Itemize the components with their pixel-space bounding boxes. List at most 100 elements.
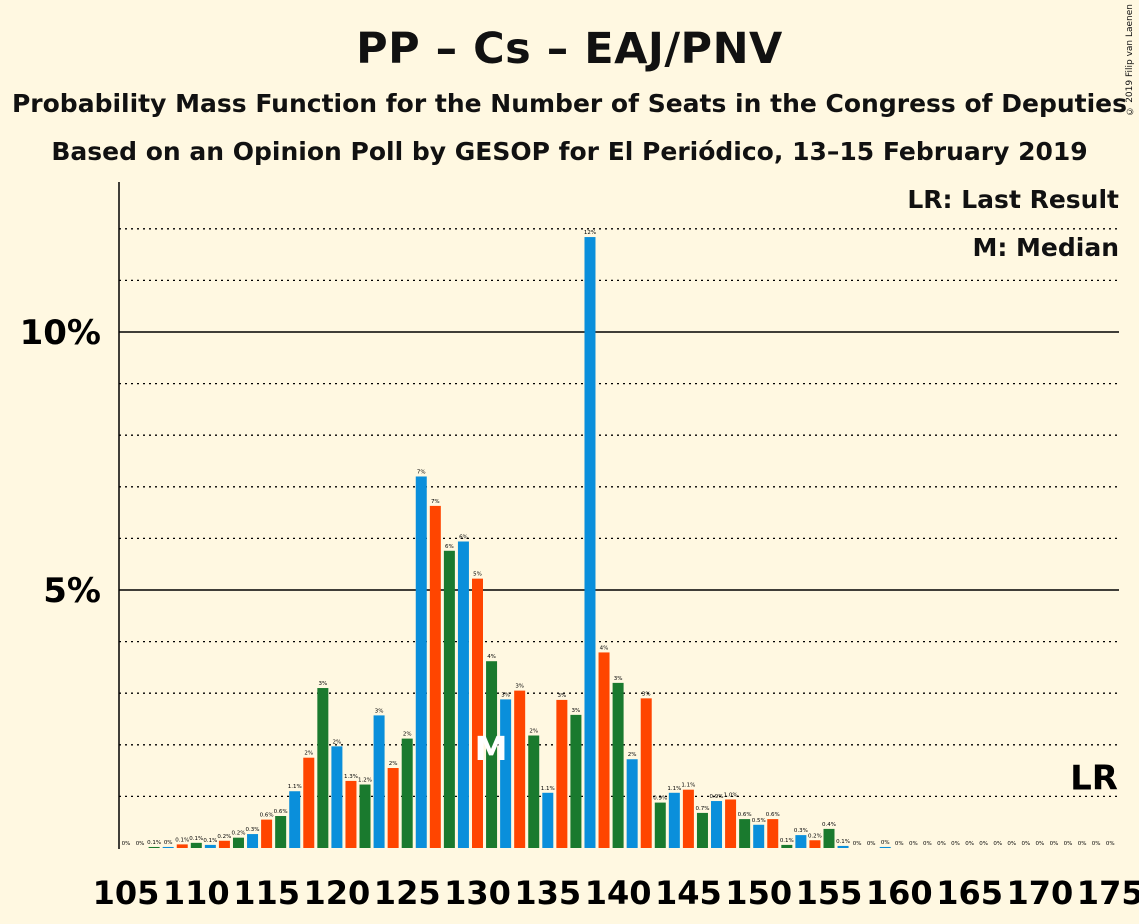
bar-value-label: 0.7%: [695, 806, 709, 812]
bar-135: [542, 792, 554, 848]
bar-125: [401, 738, 413, 848]
bar-value-label: 0.4%: [822, 822, 836, 828]
bar-value-label: 0%: [1106, 841, 1115, 847]
bar-value-label: 3%: [642, 691, 651, 697]
bar-value-label: 0.1%: [836, 839, 850, 845]
bar-142: [640, 698, 652, 848]
bar-value-label: 2%: [628, 752, 637, 758]
bar-value-label: 0.2%: [231, 831, 245, 837]
bar-value-label: 4%: [600, 645, 609, 651]
bar-value-label: 12%: [584, 230, 596, 236]
bar-value-label: 2%: [389, 761, 398, 767]
bar-value-label: 0.1%: [203, 838, 217, 844]
bar-value-label: 0%: [1092, 841, 1101, 847]
bar-126: [415, 476, 427, 848]
bar-132: [500, 699, 512, 848]
bar-112: [218, 840, 230, 848]
bar-value-label: 0.1%: [147, 840, 161, 846]
x-tick-label: 120: [304, 874, 371, 912]
bar-value-label: 3%: [572, 708, 581, 714]
bar-value-label: 0%: [965, 841, 974, 847]
bar-value-label: 0%: [1021, 841, 1030, 847]
y-tick-label: 5%: [43, 571, 101, 611]
bar-155: [823, 828, 835, 848]
bar-152: [781, 844, 793, 848]
bar-value-label: 1.1%: [288, 784, 302, 790]
bar-153: [795, 835, 807, 848]
bar-value-label: 0.2%: [217, 834, 231, 840]
bar-value-label: 0%: [909, 841, 918, 847]
bar-value-label: 0%: [1036, 841, 1045, 847]
bar-value-label: 3%: [557, 693, 566, 699]
bar-value-label: 0%: [136, 841, 145, 847]
bar-value-label: 0%: [979, 841, 988, 847]
bar-value-label: 0%: [881, 840, 890, 846]
x-tick-label: 170: [1007, 874, 1074, 912]
bar-114: [247, 834, 259, 848]
bar-149: [739, 819, 751, 848]
x-tick-label: 145: [655, 874, 722, 912]
bar-value-label: 1.0%: [724, 792, 738, 798]
bar-value-label: 0.6%: [766, 812, 780, 818]
bar-151: [767, 819, 779, 848]
last-result-marker: LR: [1070, 758, 1118, 798]
x-tick-label: 125: [374, 874, 441, 912]
bar-value-label: 3%: [501, 692, 510, 698]
x-tick-label: 165: [936, 874, 1003, 912]
bar-value-label: 5%: [473, 572, 482, 578]
bar-156: [837, 845, 849, 848]
x-tick-label: 155: [796, 874, 863, 912]
bar-value-label: 3%: [318, 681, 327, 687]
y-tick-label: 10%: [20, 313, 101, 353]
bar-124: [387, 768, 399, 848]
bar-value-label: 0.2%: [808, 833, 822, 839]
bar-value-label: 0.1%: [175, 837, 189, 843]
bar-value-label: 3%: [614, 676, 623, 682]
x-tick-label: 135: [514, 874, 581, 912]
bar-116: [275, 816, 287, 848]
bar-value-label: 7%: [431, 499, 440, 505]
bar-120: [331, 746, 343, 848]
bar-value-label: 0%: [164, 840, 173, 846]
bar-123: [373, 715, 385, 848]
bar-value-label: 1.2%: [358, 778, 372, 784]
bar-value-label: 0.6%: [274, 809, 288, 815]
bar-150: [753, 824, 765, 848]
bar-107: [148, 846, 160, 848]
bar-154: [809, 840, 821, 848]
x-tick-label: 115: [233, 874, 300, 912]
x-tick-label: 150: [725, 874, 792, 912]
bar-value-label: 2%: [403, 732, 412, 738]
bar-140: [612, 682, 624, 848]
x-tick-label: 160: [866, 874, 933, 912]
bar-value-label: 0%: [1064, 841, 1073, 847]
bar-110: [190, 842, 202, 848]
bar-118: [303, 757, 315, 848]
chart-subtitle-poll: Based on an Opinion Poll by GESOP for El…: [51, 137, 1088, 166]
bar-122: [359, 784, 371, 848]
bar-value-label: 0.3%: [246, 827, 260, 833]
bar-value-label: 2%: [529, 729, 538, 735]
bar-value-label: 0%: [122, 841, 131, 847]
chart-title: PP – Cs – EAJ/PNV: [356, 24, 783, 74]
bar-value-label: 0%: [895, 841, 904, 847]
bar-value-label: 0%: [923, 841, 932, 847]
bar-value-label: 6%: [459, 534, 468, 540]
bar-value-label: 3%: [375, 708, 384, 714]
bar-121: [345, 780, 357, 848]
bar-value-label: 0.9%: [710, 794, 724, 800]
bar-130: [472, 578, 483, 848]
bar-127: [429, 505, 441, 848]
bar-value-label: 0%: [1050, 841, 1059, 847]
bar-value-label: 0%: [853, 841, 862, 847]
bar-value-label: 0.3%: [794, 828, 808, 834]
bar-117: [289, 791, 301, 848]
bar-136: [556, 699, 568, 848]
chart-subtitle: Probability Mass Function for the Number…: [11, 89, 1128, 118]
bar-value-label: 1.3%: [344, 774, 358, 780]
bar-value-label: 0.1%: [780, 838, 794, 844]
bar-159: [879, 846, 891, 848]
x-tick-label: 105: [93, 874, 160, 912]
bar-146: [696, 812, 708, 848]
bar-145: [682, 789, 694, 848]
